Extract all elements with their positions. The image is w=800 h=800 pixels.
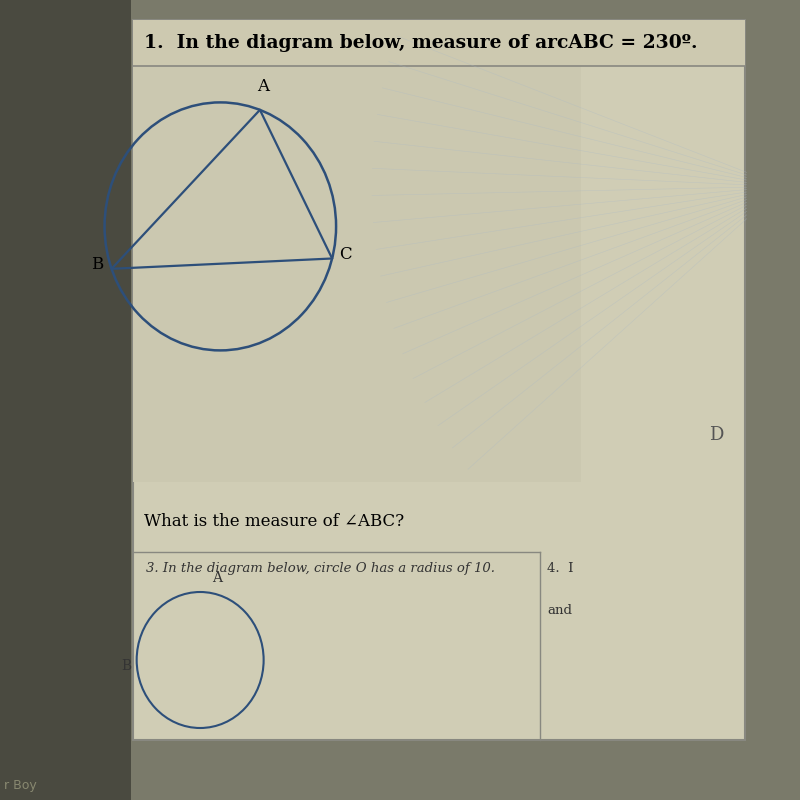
Text: and: and xyxy=(547,604,573,617)
Text: A: A xyxy=(257,78,269,95)
Bar xyxy=(133,20,746,740)
Text: 3. In the diagram below, circle O has a radius of 10.: 3. In the diagram below, circle O has a … xyxy=(146,562,495,574)
Text: 4.  I: 4. I xyxy=(547,562,574,574)
Text: B: B xyxy=(121,659,131,673)
Text: A: A xyxy=(211,570,222,585)
Text: r Boy: r Boy xyxy=(4,779,37,792)
Text: What is the measure of ∠ABC?: What is the measure of ∠ABC? xyxy=(144,514,404,530)
Bar xyxy=(133,66,581,482)
Text: C: C xyxy=(339,246,351,263)
Bar xyxy=(133,20,746,66)
Bar xyxy=(0,0,130,800)
Text: D: D xyxy=(709,426,723,445)
Text: B: B xyxy=(91,256,103,274)
Text: 1.  In the diagram below, measure of arcABC = 230º.: 1. In the diagram below, measure of arcA… xyxy=(144,34,698,52)
